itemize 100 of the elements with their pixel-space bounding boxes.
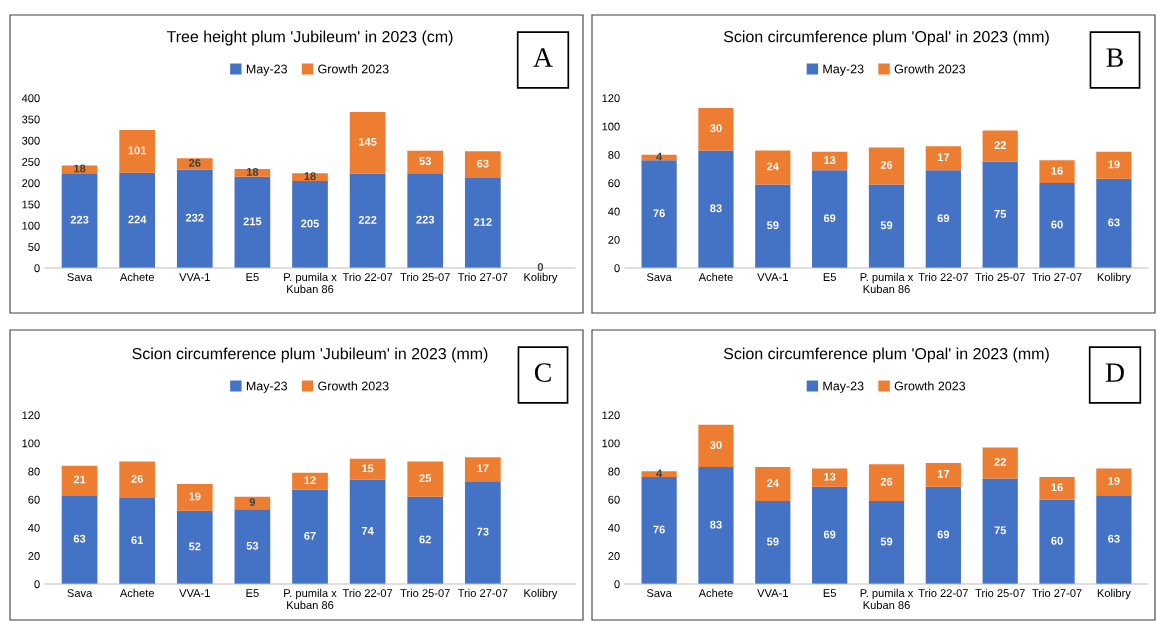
y-tick-label: 40 xyxy=(608,207,620,216)
data-label: 12 xyxy=(304,476,316,485)
bar xyxy=(176,510,213,584)
y-tick-label: 350 xyxy=(22,115,40,124)
chart-title: Scion circumference plum 'Opal' in 2023 (mm) xyxy=(723,30,1049,46)
y-tick-label: 200 xyxy=(22,179,40,188)
data-label: 17 xyxy=(937,153,950,162)
data-label: 53 xyxy=(246,541,259,550)
data-label: 63 xyxy=(1108,534,1120,543)
bar xyxy=(698,467,734,584)
y-tick-label: 120 xyxy=(22,411,40,420)
bar xyxy=(292,472,328,490)
bar xyxy=(1096,495,1132,584)
bar xyxy=(1039,499,1075,584)
data-label: 76 xyxy=(653,209,665,218)
legend-label: Growth 2023 xyxy=(894,64,966,74)
bar xyxy=(755,500,791,584)
data-label: 63 xyxy=(1108,218,1120,227)
bar xyxy=(982,478,1018,584)
data-label: 83 xyxy=(710,520,722,529)
bar xyxy=(61,173,98,268)
y-tick-label: 100 xyxy=(602,439,620,448)
bar xyxy=(349,173,386,268)
y-tick-label: 0 xyxy=(34,264,40,273)
data-label: 0 xyxy=(537,263,544,271)
data-label: 59 xyxy=(766,221,779,230)
data-label: 24 xyxy=(767,479,779,487)
x-tick-label: Trio 22-07 xyxy=(918,272,968,282)
bar xyxy=(407,150,444,174)
legend-label: May-23 xyxy=(246,64,288,76)
data-label: 224 xyxy=(128,215,147,224)
data-label: 17 xyxy=(937,470,950,478)
bar xyxy=(868,500,905,584)
data-label: 75 xyxy=(994,526,1007,535)
y-tick-label: 100 xyxy=(22,221,40,230)
data-label: 75 xyxy=(994,210,1007,218)
chart-title: Scion circumference plum 'Opal' in 2023 (mm) xyxy=(723,347,1049,363)
x-tick-label: E5 xyxy=(246,273,259,282)
bar xyxy=(755,184,791,268)
x-tick-label: VVA-1 xyxy=(179,589,210,597)
y-tick-label: 20 xyxy=(608,235,620,244)
y-tick-label: 0 xyxy=(34,580,40,589)
data-label: 76 xyxy=(653,525,665,534)
x-tick-label: Trio 22-07 xyxy=(342,272,393,282)
chart-title: Scion circumference plum 'Jubileum' in 2023 (mm) xyxy=(132,347,488,363)
bar xyxy=(119,172,156,268)
data-label: 13 xyxy=(824,472,836,481)
x-tick-label: Kolibry xyxy=(1097,588,1131,600)
bar xyxy=(292,489,328,584)
bar xyxy=(1039,476,1075,500)
y-tick-label: 20 xyxy=(28,552,40,560)
y-tick-label: 40 xyxy=(608,523,620,532)
bar xyxy=(925,146,961,171)
bar xyxy=(407,461,444,497)
x-tick-label: P. pumila x Kuban 86 xyxy=(860,588,914,609)
y-tick-label: 80 xyxy=(28,467,40,476)
x-tick-label: Trio 27-07 xyxy=(457,272,508,282)
legend-label: Growth 2023 xyxy=(318,381,389,391)
y-tick-label: 100 xyxy=(22,439,40,448)
y-tick-label: 150 xyxy=(22,200,40,209)
data-label: 52 xyxy=(188,542,201,551)
x-tick-label: Trio 22-07 xyxy=(342,588,393,598)
x-tick-label: Kolibry xyxy=(524,588,558,600)
data-label: 21 xyxy=(73,475,86,484)
x-tick-label: Achete xyxy=(698,272,733,282)
bar xyxy=(464,177,501,268)
data-label: 83 xyxy=(710,204,722,213)
bar xyxy=(1039,183,1075,268)
y-tick-label: 400 xyxy=(21,94,40,103)
data-label: 24 xyxy=(767,162,779,171)
y-tick-label: 120 xyxy=(602,411,620,420)
bar xyxy=(349,458,386,480)
data-label: 4 xyxy=(656,152,663,161)
x-tick-label: Trio 27-07 xyxy=(1032,272,1082,282)
bar xyxy=(1039,160,1075,183)
x-tick-label: E5 xyxy=(823,589,836,598)
x-tick-label: Kolibry xyxy=(524,272,558,284)
data-label: 18 xyxy=(74,164,86,173)
data-label: 61 xyxy=(131,536,144,545)
data-label: 26 xyxy=(131,474,143,483)
bar xyxy=(1096,468,1132,496)
bar xyxy=(61,465,98,496)
data-label: 30 xyxy=(710,441,722,449)
x-tick-label: P. pumila x Kuban 86 xyxy=(860,272,914,293)
x-tick-label: P. pumila x Kuban 86 xyxy=(284,588,337,609)
y-tick-label: 100 xyxy=(602,122,620,131)
data-label: 19 xyxy=(1108,160,1120,169)
data-label: 69 xyxy=(937,214,950,223)
bar xyxy=(349,479,386,584)
y-tick-label: 0 xyxy=(614,580,620,589)
bar xyxy=(349,112,386,174)
x-tick-label: Trio 25-07 xyxy=(400,588,450,598)
bar xyxy=(464,457,501,482)
data-label: 101 xyxy=(128,146,147,155)
x-tick-label: VVA-1 xyxy=(179,273,210,281)
bar xyxy=(641,471,677,477)
bar xyxy=(868,184,905,268)
bar xyxy=(698,107,734,151)
data-label: 223 xyxy=(70,215,89,224)
y-tick-label: 0 xyxy=(614,264,620,273)
